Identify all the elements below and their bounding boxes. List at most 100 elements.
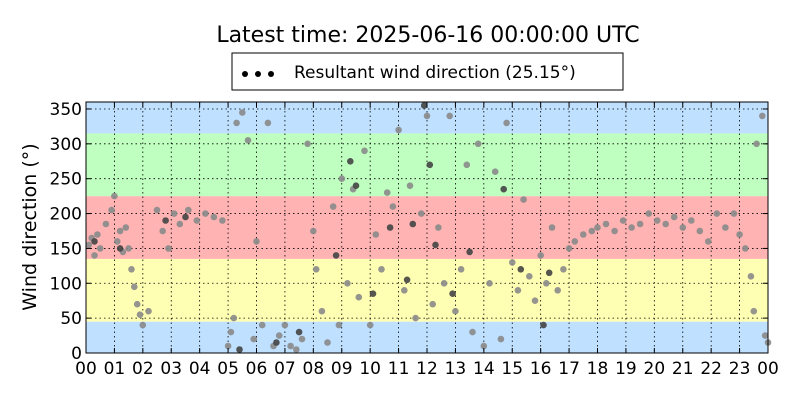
data-point <box>253 238 260 245</box>
data-point <box>645 210 652 217</box>
x-tick-label: 17 <box>558 359 580 379</box>
x-tick-label: 23 <box>729 359 751 379</box>
data-point <box>170 210 178 217</box>
y-tick-label: 50 <box>60 309 82 329</box>
data-point <box>133 300 141 308</box>
data-point <box>560 266 567 273</box>
data-point <box>185 206 192 214</box>
x-tick-label: 12 <box>416 359 438 379</box>
data-point <box>517 266 525 273</box>
data-point <box>383 189 391 196</box>
x-tick-label: 21 <box>672 359 694 379</box>
y-tick-label: 100 <box>50 274 82 294</box>
data-point <box>736 231 743 238</box>
data-point <box>474 140 482 148</box>
data-point <box>131 283 138 291</box>
data-point <box>435 224 442 231</box>
data-point <box>526 273 533 280</box>
grid-lines <box>86 102 768 353</box>
x-tick-label: 06 <box>246 359 268 379</box>
y-tick-label: 300 <box>50 135 82 155</box>
data-point <box>545 269 553 277</box>
data-point <box>273 339 280 346</box>
data-point <box>250 335 257 343</box>
data-point <box>520 196 527 203</box>
data-point <box>111 192 118 200</box>
data-point <box>176 220 184 228</box>
data-point <box>128 266 135 273</box>
data-point <box>611 227 618 235</box>
data-point <box>236 346 243 353</box>
x-tick-label: 00 <box>757 359 779 379</box>
data-point <box>503 119 510 127</box>
data-point <box>497 335 505 343</box>
data-point <box>258 321 266 329</box>
data-point <box>210 213 218 221</box>
data-point <box>244 137 252 144</box>
data-point <box>705 238 712 245</box>
data-point <box>426 161 434 169</box>
y-tick-label: 250 <box>50 170 82 190</box>
x-tick-label: 16 <box>530 359 552 379</box>
data-point <box>696 227 704 235</box>
data-point <box>432 241 439 249</box>
data-point <box>580 231 587 238</box>
data-point <box>588 227 596 235</box>
data-point <box>91 238 98 245</box>
legend-marker <box>268 71 274 77</box>
data-point <box>114 238 121 245</box>
data-point <box>102 220 110 228</box>
data-point <box>742 245 749 252</box>
x-tick-label: 20 <box>644 359 666 379</box>
data-point <box>543 280 550 287</box>
data-point <box>366 321 374 329</box>
data-point <box>679 224 687 231</box>
data-point <box>165 245 172 252</box>
legend-marker <box>242 71 248 77</box>
x-tick-label: 22 <box>700 359 722 379</box>
data-point <box>565 245 573 252</box>
direction-band <box>86 258 768 322</box>
data-point <box>96 245 104 252</box>
data-point <box>338 175 346 182</box>
data-point <box>122 224 130 231</box>
data-point <box>653 217 661 224</box>
data-point <box>486 280 493 287</box>
data-point <box>139 321 147 329</box>
data-point <box>312 266 320 273</box>
data-point <box>386 224 394 231</box>
data-point <box>293 346 300 353</box>
data-point <box>369 290 377 298</box>
data-point <box>318 307 326 315</box>
data-point <box>159 227 166 235</box>
data-point <box>449 290 456 298</box>
data-point <box>91 252 98 259</box>
data-point <box>335 321 343 329</box>
data-point <box>329 203 337 210</box>
data-point <box>753 140 760 148</box>
data-point <box>554 287 561 294</box>
x-tick-label: 14 <box>473 359 495 379</box>
data-point <box>594 224 601 231</box>
data-point <box>395 126 402 134</box>
data-point <box>116 227 124 235</box>
x-axis-ticks: 00 01 02 03 04 05 06 07 08 09 10 11 12 13 14 15 16 17 18 19… <box>75 102 779 379</box>
data-point <box>759 112 766 120</box>
data-point <box>602 220 610 228</box>
data-point <box>136 311 144 319</box>
x-tick-label: 08 <box>303 359 325 379</box>
data-point <box>750 307 758 315</box>
data-point <box>389 203 397 210</box>
x-tick-label: 05 <box>217 359 239 379</box>
data-point <box>332 252 340 259</box>
direction-bands <box>86 102 768 353</box>
data-point <box>662 220 669 228</box>
data-point <box>401 287 408 294</box>
data-point <box>548 224 556 231</box>
chart-title: Latest time: 2025-06-16 00:00:00 UTC <box>216 23 639 48</box>
data-point <box>202 210 209 217</box>
data-point <box>500 185 508 193</box>
data-point <box>355 293 363 301</box>
data-point <box>125 245 132 252</box>
x-tick-label: 11 <box>388 359 410 379</box>
